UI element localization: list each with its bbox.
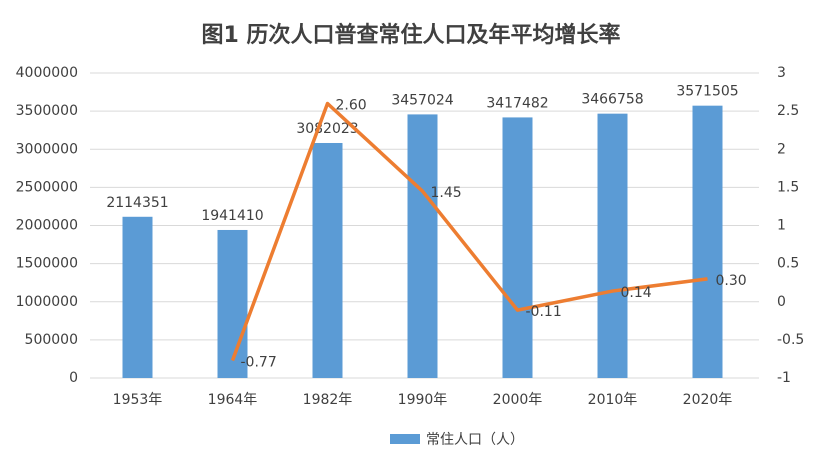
y2-tick-label: 1.5: [777, 179, 799, 195]
y-tick-label: 1000000: [16, 294, 78, 310]
bar-value-label: 1941410: [201, 208, 263, 224]
y2-tick-label: 3: [777, 65, 786, 81]
bar-value-label: 2114351: [106, 195, 168, 211]
bar: [407, 114, 438, 378]
x-tick-label: 1953年: [113, 392, 163, 408]
line-value-label: -0.11: [526, 304, 562, 320]
y-tick-label: 2500000: [16, 179, 78, 195]
y-tick-label: 3500000: [16, 103, 78, 119]
chart-title: 图1 历次人口普查常住人口及年平均增长率: [202, 22, 621, 48]
x-tick-label: 1990年: [398, 392, 448, 408]
bar: [217, 229, 248, 378]
y2-tick-label: -1: [777, 370, 791, 386]
x-tick-label: 1964年: [208, 392, 258, 408]
y-tick-label: 4000000: [16, 65, 78, 81]
line-value-label: 0.30: [716, 273, 747, 289]
bar: [692, 105, 723, 379]
y2-tick-label: -0.5: [777, 332, 804, 348]
y2-tick-label: 0.5: [777, 256, 799, 272]
x-tick-label: 1982年: [303, 392, 353, 408]
y-tick-label: 1500000: [16, 256, 78, 272]
bar-value-label: 3571505: [676, 84, 738, 100]
x-tick-label: 2010年: [588, 392, 638, 408]
line-value-label: -0.77: [241, 354, 277, 370]
y2-tick-label: 1: [777, 218, 786, 234]
line-value-label: 0.14: [621, 285, 652, 301]
y-tick-label: 3000000: [16, 141, 78, 157]
bar-value-label: 3082023: [296, 121, 358, 137]
line-value-label: 2.60: [336, 98, 367, 114]
bar-value-label: 3457024: [391, 92, 453, 108]
y-tick-label: 500000: [25, 332, 78, 348]
x-tick-label: 2020年: [683, 392, 733, 408]
line-value-label: 1.45: [431, 185, 462, 201]
bar: [122, 216, 153, 378]
bar: [502, 117, 533, 379]
x-tick-label: 2000年: [493, 392, 543, 408]
line: [230, 101, 708, 362]
bar-value-label: 3417482: [486, 95, 548, 111]
bar-value-label: 3466758: [581, 92, 643, 108]
y2-tick-label: 2: [777, 141, 786, 157]
legend-label: 常住人口（人）: [426, 432, 524, 448]
bar: [597, 113, 628, 379]
y2-tick-label: 0: [777, 294, 786, 310]
bar: [312, 142, 343, 378]
y2-tick-label: 2.5: [777, 103, 799, 119]
y-tick-label: 2000000: [16, 218, 78, 234]
legend-swatch: [390, 434, 420, 444]
y-tick-label: 0: [69, 370, 78, 386]
